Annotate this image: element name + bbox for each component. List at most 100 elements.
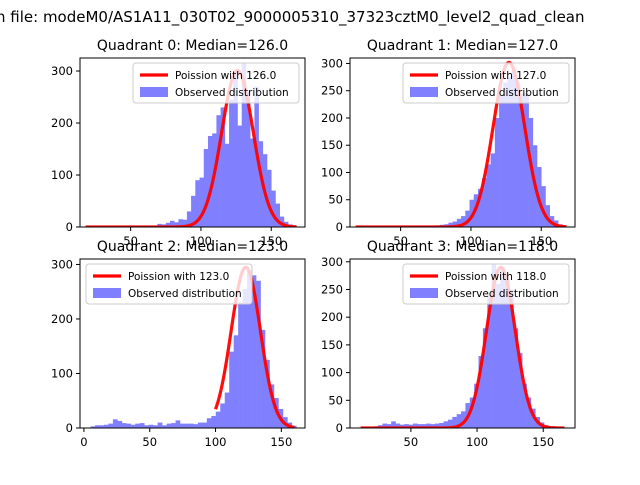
histogram-bar [157,422,163,428]
x-tick-label: 50 [393,234,408,248]
histogram-bar [99,425,105,428]
x-tick-label: 50 [404,435,419,449]
x-tick-label: 150 [260,234,282,248]
axes-frame [349,57,576,228]
legend-box [132,62,300,104]
histogram-bar [224,392,230,428]
legend-label-observed: Observed distribution [175,87,289,99]
y-tick-label: 50 [328,193,343,207]
histogram-bar [195,180,200,227]
x-tick-label: 0 [80,435,87,449]
y-tick-label: 100 [51,168,73,182]
subplot-3: 50 100 150 0 50 100 150 200 250 300 Poission with … [321,239,576,449]
histogram-bar [139,423,145,428]
histogram-bar [256,280,261,428]
histogram-bar [517,353,523,428]
histogram-bar [165,222,171,227]
histogram-bar [482,177,487,227]
histogram-bar [247,269,252,428]
subplot-data [354,60,568,227]
histogram-bar [206,418,212,428]
histogram-bar [408,424,414,428]
legend: Poission with 118.0 Observed distribution [402,263,570,305]
histogram-bar [275,203,280,227]
legend-label-observed: Observed distribution [445,87,559,99]
legend-patch-swatch [410,87,438,97]
histogram-bar [233,335,239,428]
subplot-title: Quadrant 2: Median=123.0 [97,239,288,255]
histogram-bar [526,397,532,428]
histogram-bar [130,424,136,428]
legend-patch-swatch [93,288,121,298]
histogram-bar [399,424,405,428]
histogram-bar [260,329,266,428]
histogram-bar [522,383,527,428]
legend-patch-swatch [140,87,168,97]
histogram-bar [511,68,517,227]
histogram-bar [461,216,466,227]
histogram-bar [182,219,188,227]
histogram-bar [490,153,496,227]
histogram-bar [90,426,96,428]
histogram-bar [524,93,529,227]
legend: Poission with 127.0 Observed distribution [402,62,570,104]
histogram-bar [250,138,255,227]
histogram-bar [178,219,183,227]
axes-frame [349,258,576,429]
histogram-bar [486,164,491,227]
y-tick-label: 300 [51,64,73,78]
axes-frame [79,57,306,228]
subplot-title: Quadrant 1: Median=127.0 [367,38,558,54]
x-tick-label: 50 [142,435,157,449]
histogram-bar [267,169,272,227]
histogram-bar [421,424,427,428]
histogram-bar [265,359,270,428]
histogram-bar [426,423,431,428]
legend-label-poisson: Poission with 126.0 [175,70,276,82]
histogram-bar [404,424,409,428]
histogram-bar [465,210,470,227]
subplot-2: 0 50 100 150 0 100 200 300 Poission with 123.0 Ob… [51,239,306,449]
y-tick-label: 150 [321,138,343,152]
y-tick-label: 100 [321,366,343,380]
histogram-bar [237,125,243,227]
legend-label-observed: Observed distribution [128,288,242,300]
histogram-bar [271,190,276,227]
histogram-bar [520,93,525,227]
histogram-bar [126,423,132,428]
histogram-bar [494,117,500,227]
x-tick-label: 150 [530,234,552,248]
histogram-bar [117,420,123,428]
x-tick-label: 100 [466,435,488,449]
x-tick-label: 150 [532,435,554,449]
histogram-bar [148,424,154,428]
histogram-bar [121,423,127,428]
y-tick-label: 250 [321,282,343,296]
histogram-bar [251,275,257,428]
legend-label-poisson: Poission with 123.0 [128,271,229,283]
histogram-bar [245,91,251,227]
histogram-bar [474,383,479,428]
histogram-bar [391,421,396,428]
legend-label-poisson: Poission with 118.0 [445,271,546,283]
figure-suptitle: n file: modeM0/AS1A11_030T02_9000005310_… [0,8,585,27]
histogram-bar [482,328,488,428]
histogram-bar [153,425,158,428]
poisson-line [354,60,568,227]
y-tick-label: 200 [321,111,343,125]
histogram-bar [103,424,109,428]
histogram-bar [491,264,497,428]
histogram-bar [452,416,457,428]
histogram-bar [229,99,234,227]
histogram-bar [448,222,453,227]
histogram-bar [487,295,492,428]
legend: Poission with 123.0 Observed distribution [85,263,253,305]
histogram-bar [469,397,475,428]
histogram-bar [452,221,458,227]
histogram-bar [170,220,175,227]
histogram-bar [382,423,388,428]
y-tick-label: 200 [51,116,73,130]
histogram-bar [199,177,205,227]
histogram-bar [112,419,118,428]
